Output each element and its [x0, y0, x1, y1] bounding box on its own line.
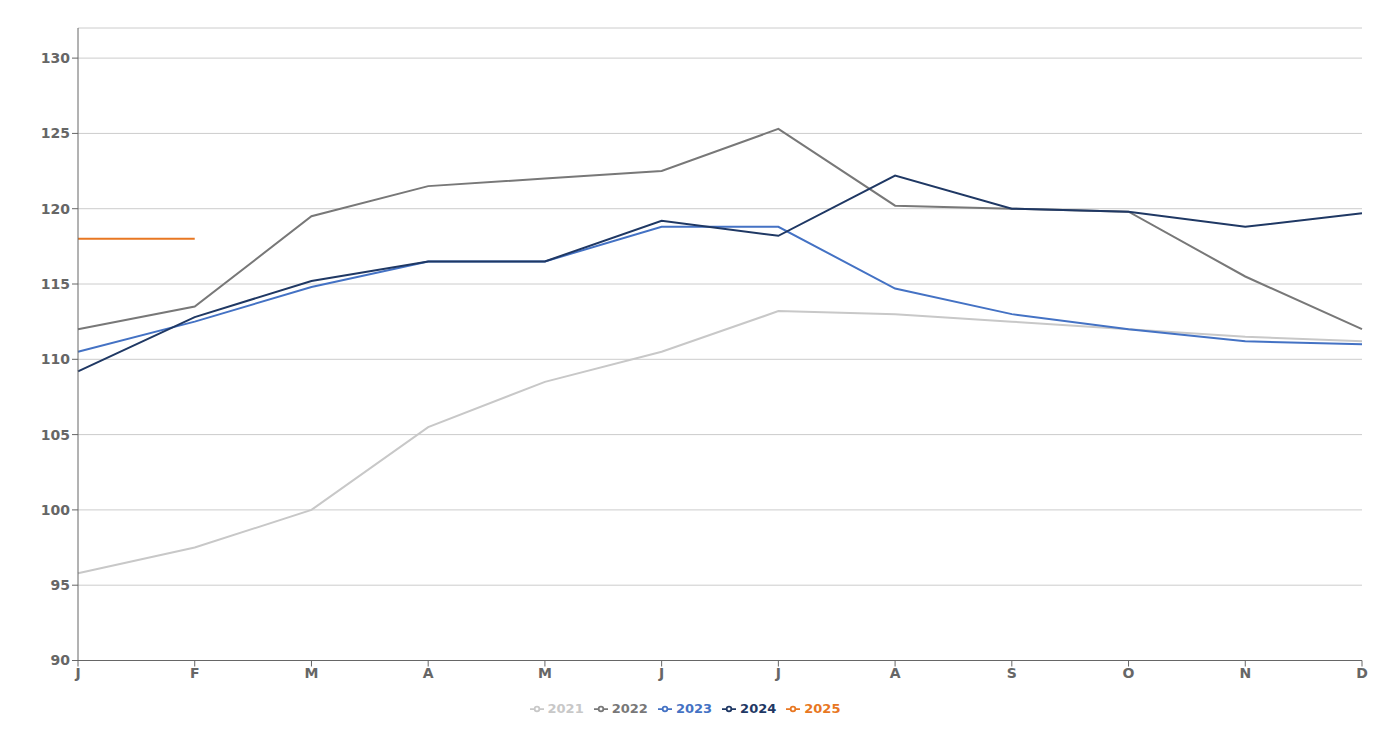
- svg-text:100: 100: [41, 502, 70, 518]
- svg-text:S: S: [1007, 665, 1017, 681]
- svg-text:F: F: [190, 665, 200, 681]
- svg-text:110: 110: [41, 351, 70, 367]
- html-text:2024: 2024: [740, 700, 777, 716]
- html-text:2022: 2022: [611, 700, 648, 716]
- svg-text:90: 90: [51, 652, 71, 668]
- svg-text:D: D: [1356, 665, 1368, 681]
- svg-text:115: 115: [41, 276, 70, 292]
- svg-text:95: 95: [51, 577, 70, 593]
- svg-text:A: A: [890, 665, 901, 681]
- svg-text:J: J: [658, 665, 664, 681]
- html-text:2025: 2025: [804, 700, 841, 716]
- svg-text:J: J: [775, 665, 781, 681]
- svg-text:N: N: [1239, 665, 1251, 681]
- svg-text:105: 105: [41, 427, 70, 443]
- svg-text:O: O: [1123, 665, 1135, 681]
- svg-text:M: M: [538, 665, 552, 681]
- svg-text:J: J: [74, 665, 80, 681]
- svg-text:M: M: [304, 665, 318, 681]
- svg-text:120: 120: [41, 201, 70, 217]
- svg-text:A: A: [423, 665, 434, 681]
- svg-text:130: 130: [41, 50, 70, 66]
- svg-text:125: 125: [41, 125, 70, 141]
- html-text:2023: 2023: [675, 700, 713, 716]
- html-text:2021: 2021: [547, 700, 584, 716]
